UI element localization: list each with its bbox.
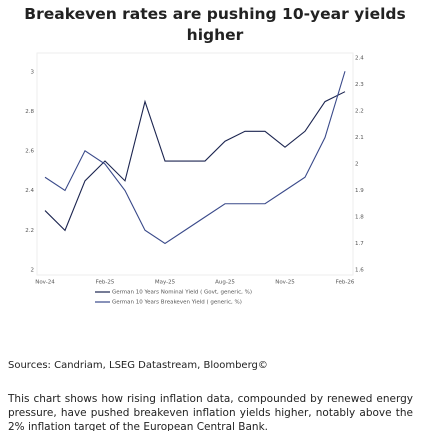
y-tick-label: 2.8: [25, 109, 34, 115]
y2-tick-label: 1.6: [355, 268, 364, 274]
x-tick-label: Feb-25: [96, 280, 115, 286]
y2-tick-label: 2.1: [355, 135, 364, 141]
y2-tick-label: 2: [355, 162, 359, 168]
y2-tick-label: 2.2: [355, 109, 364, 115]
chart: 2 2.2 2.4 2.6 2.8 3 1.6 1.7 1.8 1.9 2 2.1 2.2 2.3 2.4 N…: [25, 52, 364, 306]
series-line: [44, 71, 346, 245]
plot-frame: [36, 52, 354, 276]
description: This chart shows how rising inflation da…: [8, 393, 413, 431]
legend-label: German 10 Years Nominal Yield ( Govt, ge…: [112, 290, 252, 296]
y2-tick-label: 2.4: [355, 56, 364, 62]
x-tick-label: Nov-25: [275, 280, 295, 286]
x-tick-label: May-25: [155, 280, 176, 286]
chart-title: Breakeven rates are pushing 10-year yiel…: [24, 5, 406, 44]
y2-tick-label: 1.8: [355, 215, 364, 221]
y-tick-label: 2.2: [25, 228, 34, 234]
y-tick-label: 2.6: [25, 149, 34, 155]
x-tick-label: Nov-24: [35, 280, 55, 286]
y2-tick-label: 1.9: [355, 188, 364, 194]
y2-tick-label: 2.3: [355, 82, 364, 88]
y-tick-label: 2: [31, 268, 35, 274]
y-tick-label: 2.4: [25, 188, 34, 194]
legend-label: German 10 Years Breakeven Yield ( generi…: [112, 300, 242, 306]
y-tick-label: 3: [31, 69, 35, 75]
sources: Sources: Candriam, LSEG Datastream, Bloo…: [8, 360, 268, 371]
series-line: [44, 91, 346, 232]
x-tick-label: Aug-25: [215, 280, 235, 286]
x-tick-label: Feb-26: [336, 280, 355, 286]
y2-tick-label: 1.7: [355, 241, 364, 247]
